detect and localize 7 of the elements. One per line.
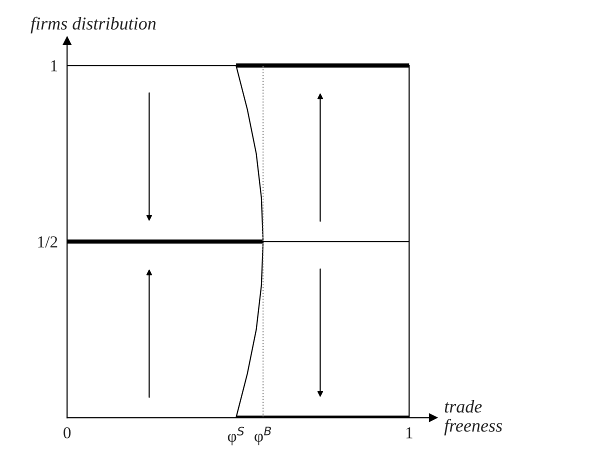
x-tick-label: φ$^{S}$ [228,426,244,446]
x-tick-label: 1 [406,427,412,438]
x-axis-title: trade freeness [444,400,502,436]
x-tick-label: 0 [64,427,71,438]
x-tick-label: φ$^{B}$ [254,426,271,446]
y-tick-label: 1/2 [38,236,58,248]
y-axis-title: firms distribution [30,16,156,34]
